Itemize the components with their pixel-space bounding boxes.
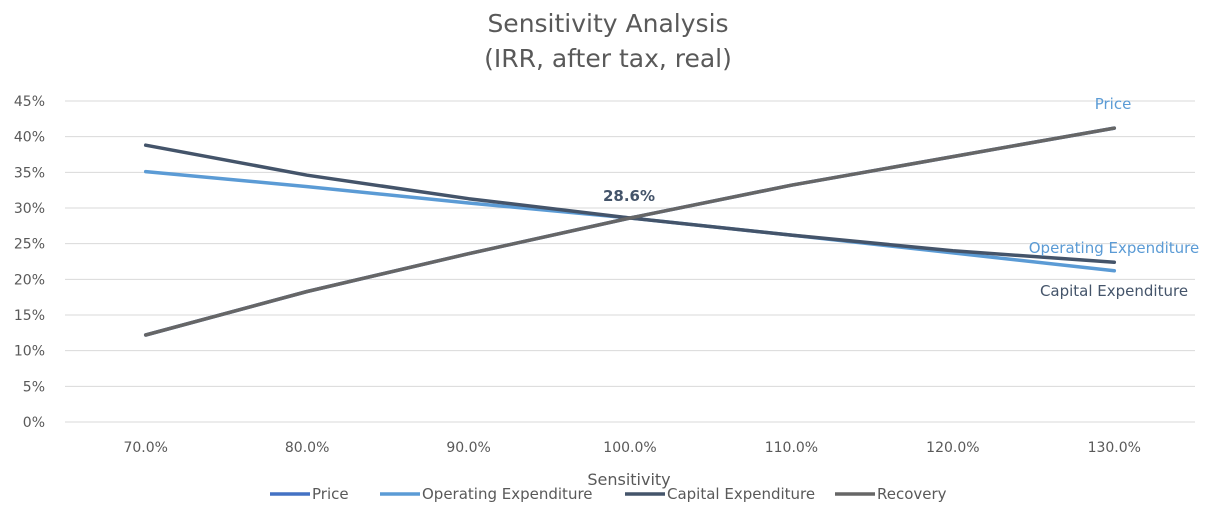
annotation-price: Price <box>1095 95 1132 113</box>
y-tick-label: 25% <box>14 237 45 253</box>
series-line-recovery <box>143 126 1117 337</box>
x-tick-label: 110.0% <box>765 440 818 456</box>
legend: Price Operating Expenditure Capital Expend… <box>270 485 947 503</box>
y-axis: 0% 5% 10% 15% 20% 25% 30% 35% 40% 45% <box>14 94 45 431</box>
x-tick-label: 120.0% <box>926 440 979 456</box>
series-lines <box>143 126 1117 337</box>
y-tick-label: 10% <box>14 344 45 360</box>
x-tick-label: 70.0% <box>123 440 167 456</box>
legend-label-operating-expenditure: Operating Expenditure <box>422 485 593 503</box>
x-tick-label: 80.0% <box>285 440 329 456</box>
y-tick-label: 20% <box>14 272 45 288</box>
legend-label-recovery: Recovery <box>877 485 947 503</box>
x-tick-label: 100.0% <box>603 440 656 456</box>
chart-title: Sensitivity Analysis <box>487 9 728 38</box>
y-tick-label: 5% <box>23 379 45 395</box>
y-tick-label: 35% <box>14 165 45 181</box>
chart-subtitle: (IRR, after tax, real) <box>484 44 732 73</box>
y-tick-label: 30% <box>14 201 45 217</box>
annotation-operating-expenditure: Operating Expenditure <box>1029 239 1200 257</box>
x-axis-title: Sensitivity <box>587 470 670 489</box>
legend-label-capital-expenditure: Capital Expenditure <box>667 485 815 503</box>
x-axis: 70.0% 80.0% 90.0% 100.0% 110.0% 120.0% 130.0% <box>123 440 1141 456</box>
y-tick-label: 15% <box>14 308 45 324</box>
x-tick-label: 90.0% <box>446 440 490 456</box>
y-tick-label: 45% <box>14 94 45 110</box>
y-tick-label: 40% <box>14 130 45 146</box>
annotation-capital-expenditure: Capital Expenditure <box>1040 282 1188 300</box>
series-line-price <box>143 126 1117 337</box>
data-label-intersection: 28.6% <box>603 187 655 205</box>
legend-label-price: Price <box>312 485 349 503</box>
x-tick-label: 130.0% <box>1088 440 1141 456</box>
y-tick-label: 0% <box>23 415 45 431</box>
gridlines <box>65 100 1195 423</box>
